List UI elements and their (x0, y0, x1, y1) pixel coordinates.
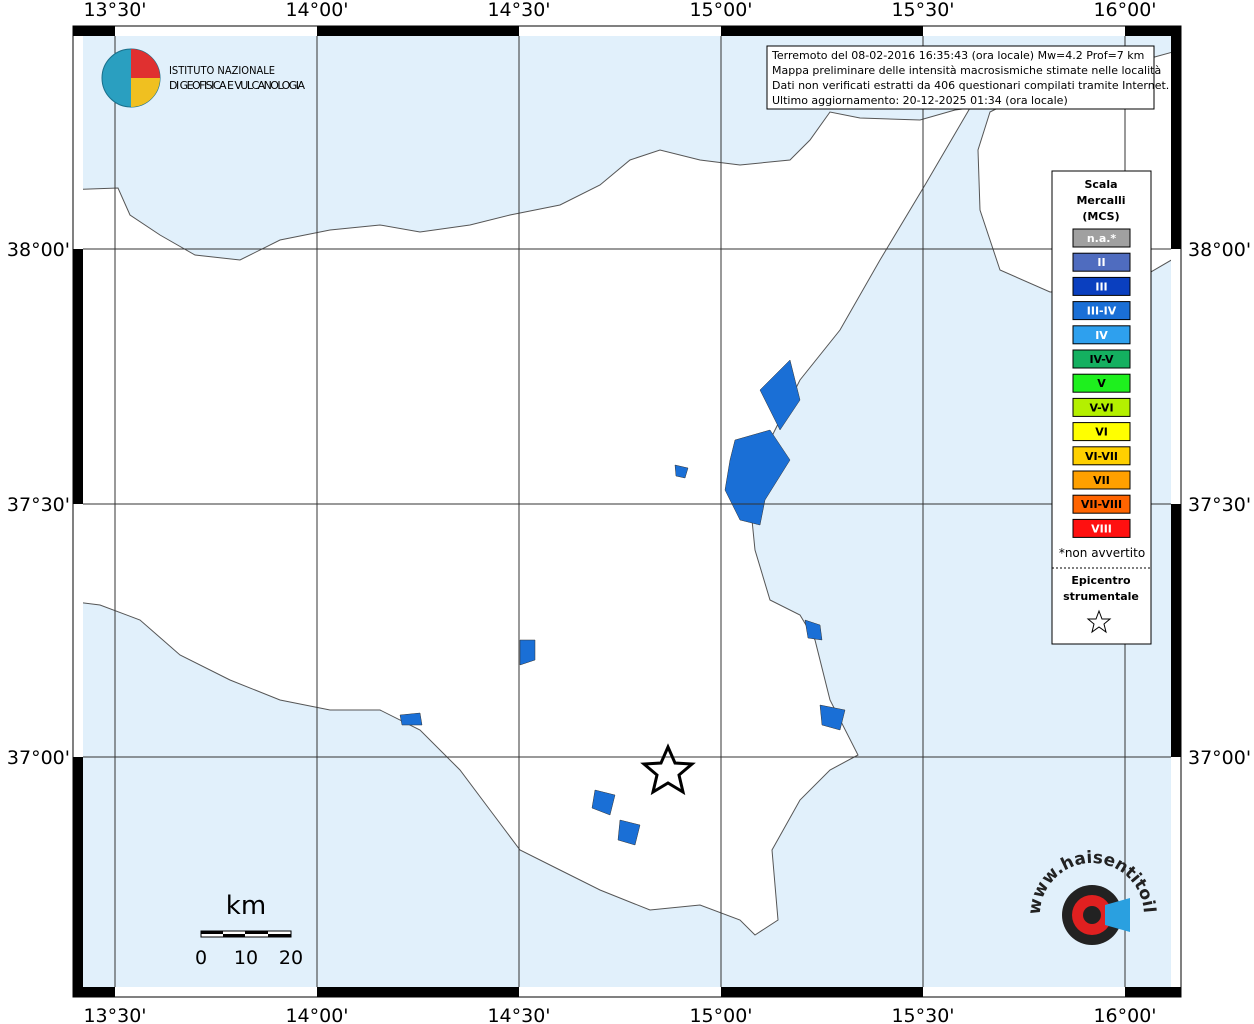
legend-note: *non avvertito (1059, 546, 1145, 560)
scale-tick: 10 (234, 947, 258, 969)
lon-label: 13°30' (83, 1005, 146, 1024)
legend-swatch (1072, 325, 1131, 345)
legend-label: IV-V (1089, 353, 1114, 366)
legend: ScalaMercalli(MCS)n.a.*IIIIIIII-IVIVIV-V… (1051, 170, 1152, 645)
lat-label: 37°00' (1188, 747, 1251, 769)
legend-swatch (1072, 276, 1131, 296)
scale-tick: 0 (195, 947, 207, 969)
legend-swatch (1072, 470, 1131, 490)
scale-tick: 20 (279, 947, 303, 969)
legend-label: VI-VII (1085, 450, 1118, 463)
legend-label: III (1095, 280, 1107, 293)
legend-swatch (1072, 373, 1131, 393)
scale-unit: km (226, 891, 266, 921)
lat-label: 37°00' (7, 747, 70, 769)
legend-label: IV (1095, 329, 1108, 342)
legend-swatch (1072, 494, 1131, 514)
lon-label: 14°30' (487, 0, 550, 21)
legend-title: Mercalli (1076, 194, 1125, 207)
lon-label: 15°30' (891, 0, 954, 21)
lat-label: 37°30' (1188, 494, 1251, 516)
legend-label: V-VI (1089, 401, 1113, 414)
lat-label: 38°00' (7, 239, 70, 261)
legend-epicenter: strumentale (1063, 590, 1139, 603)
legend-epicenter: Epicentro (1071, 574, 1131, 587)
lon-label: 15°00' (689, 1005, 752, 1024)
legend-label: VIII (1091, 522, 1112, 535)
epicenter-star (640, 743, 696, 796)
lat-label: 37°30' (7, 494, 70, 516)
logo-text: DI GEOFISICA E VULCANOLOGIA (169, 79, 305, 92)
legend-swatch (1072, 301, 1131, 321)
legend-label: n.a.* (1087, 232, 1117, 245)
lon-label: 15°30' (891, 1005, 954, 1024)
lon-label: 15°00' (689, 0, 752, 21)
lon-label: 16°00' (1093, 1005, 1156, 1024)
lon-label: 14°00' (285, 0, 348, 21)
legend-label: VII (1093, 474, 1110, 487)
info-line: Dati non verificati estratti da 406 ques… (772, 79, 1169, 92)
info-line: Terremoto del 08-02-2016 16:35:43 (ora l… (771, 49, 1144, 62)
legend-label: III-IV (1087, 305, 1117, 318)
lat-label: 38°00' (1188, 239, 1251, 261)
info-line: Ultimo aggiornamento: 20-12-2025 01:34 (… (772, 94, 1068, 107)
lon-label: 14°30' (487, 1005, 550, 1024)
legend-swatch (1072, 252, 1131, 272)
legend-title: Scala (1084, 178, 1117, 191)
legend-title: (MCS) (1082, 210, 1119, 223)
legend-swatch (1072, 228, 1131, 248)
legend-swatch (1072, 518, 1131, 538)
legend-swatch (1072, 446, 1131, 466)
legend-label: II (1097, 256, 1105, 269)
logo-text: ISTITUTO NAZIONALE (169, 64, 275, 77)
logo: ISTITUTO NAZIONALE DI GEOFISICA E VULCAN… (101, 48, 305, 108)
legend-swatch (1072, 397, 1131, 417)
legend-swatch (1072, 422, 1131, 442)
scale-bar: km 0 10 20 (195, 891, 303, 969)
lon-label: 16°00' (1093, 0, 1156, 21)
lon-label: 13°30' (83, 0, 146, 21)
felt-areas (399, 359, 846, 846)
legend-swatch (1072, 349, 1131, 369)
legend-label: VII-VIII (1081, 498, 1122, 511)
legend-label: V (1097, 377, 1106, 390)
info-line: Mappa preliminare delle intensità macros… (772, 64, 1161, 77)
legend-label: VI (1095, 426, 1108, 439)
frame-ticks (73, 26, 1181, 997)
lon-label: 14°00' (285, 1005, 348, 1024)
info-box: Terremoto del 08-02-2016 16:35:43 (ora l… (766, 45, 1169, 110)
